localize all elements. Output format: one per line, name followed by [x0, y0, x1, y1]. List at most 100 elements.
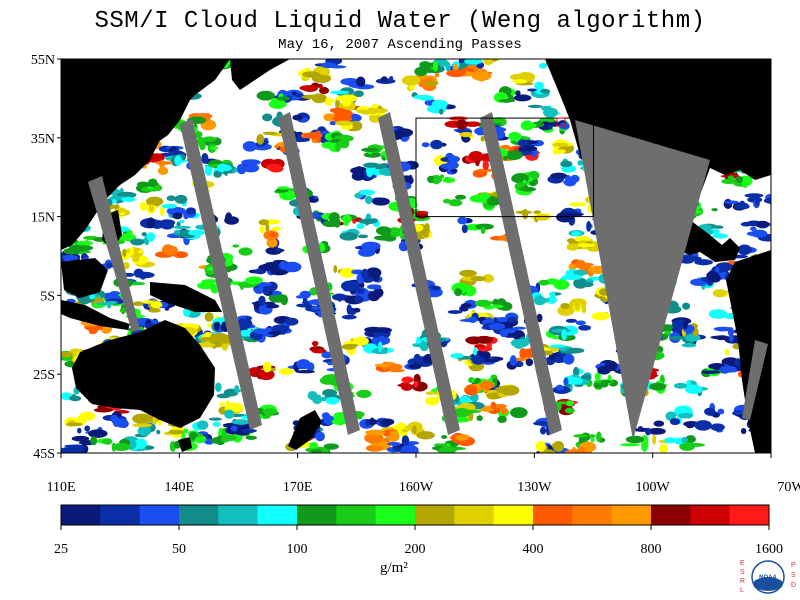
cloud-patch: [133, 301, 144, 307]
cloud-patch: [508, 131, 522, 142]
cloud-patch: [234, 384, 240, 394]
cloud-patch: [669, 418, 681, 426]
cloud-patch: [414, 66, 428, 77]
cloud-patch: [136, 181, 150, 187]
cloud-patch: [197, 282, 215, 290]
cloud-patch: [148, 308, 161, 313]
cloud-patch: [276, 318, 286, 324]
cloud-patch: [111, 442, 116, 452]
cloud-patch: [535, 214, 550, 221]
lat-tick-label: 45S: [33, 447, 55, 462]
land-tasmania: [178, 437, 192, 452]
cloud-patch: [439, 174, 445, 179]
cloud-patch: [265, 223, 270, 232]
cloud-patch: [486, 196, 501, 206]
cloud-patch: [563, 178, 577, 187]
cloud-patch: [302, 71, 321, 78]
cloud-patch: [708, 273, 722, 283]
cloud-patch: [512, 326, 527, 330]
cloud-patch: [308, 288, 318, 296]
cloud-patch: [357, 234, 369, 239]
cloud-patch: [321, 412, 330, 420]
cloud-patch: [474, 335, 494, 344]
cloud-patch: [475, 223, 494, 230]
cloud-patch: [433, 61, 439, 72]
cloud-patch: [161, 203, 177, 209]
cloud-patch: [371, 103, 379, 109]
chart-title: SSM/I Cloud Liquid Water (Weng algorithm…: [94, 8, 706, 35]
cloud-patch: [431, 108, 447, 113]
cloud-patch: [311, 93, 327, 104]
cloud-patch: [296, 359, 311, 370]
cloud-patch: [527, 88, 537, 92]
cloud-patch: [701, 370, 721, 375]
cloud-patch: [329, 90, 350, 95]
cloud-patch: [122, 248, 127, 258]
cloud-patch: [213, 170, 223, 178]
land-sumatra-java: [61, 300, 130, 330]
cloud-patch: [681, 342, 697, 348]
cloud-patch: [115, 418, 129, 428]
cloud-patch: [355, 76, 366, 87]
cloud-patch: [262, 361, 272, 373]
cloud-patch: [268, 330, 285, 335]
cloud-patch: [342, 214, 352, 224]
cloud-patch: [262, 284, 270, 296]
noaa-text: NOAA: [759, 575, 777, 581]
cloud-patch: [724, 348, 729, 356]
lat-tick-label: 55N: [31, 53, 55, 68]
colorbar-swatch: [729, 505, 770, 525]
cloud-patch: [668, 335, 685, 340]
cloud-patch: [775, 428, 784, 435]
cloud-patch: [279, 261, 287, 270]
cloud-patch: [271, 226, 281, 232]
cloud-patch: [340, 280, 360, 292]
lon-tick-label: 130W: [517, 480, 552, 495]
cloud-patch: [256, 90, 275, 101]
cloud-patch: [442, 198, 452, 204]
chart-subtitle: May 16, 2007 Ascending Passes: [278, 37, 522, 53]
swath-gap-4: [378, 112, 460, 435]
lat-tick-label: 15N: [31, 211, 55, 226]
cloud-patch: [361, 241, 381, 251]
cloud-patch: [359, 189, 376, 196]
cloud-patch: [422, 230, 430, 238]
cloud-patch: [52, 306, 57, 315]
cloud-patch: [492, 298, 499, 306]
cloud-patch: [522, 208, 529, 220]
cloud-patch: [230, 425, 238, 432]
cloud-patch: [315, 130, 321, 135]
colorbar-swatch: [690, 505, 730, 525]
cloud-patch: [387, 363, 403, 371]
colorbar-swatch: [572, 505, 612, 525]
cloud-patch: [394, 128, 414, 138]
cloud-patch: [550, 172, 567, 179]
cloud-patch: [174, 229, 181, 235]
cloud-patch: [448, 199, 463, 207]
cloud-patch: [353, 307, 361, 313]
cloud-patch: [332, 114, 353, 123]
cloud-patch: [319, 86, 330, 95]
cloud-patch: [62, 254, 79, 261]
cloud-patch: [214, 321, 220, 331]
colorbar-tick-label: 400: [523, 542, 544, 557]
cloud-patch: [465, 59, 483, 65]
cloud-patch: [427, 175, 435, 184]
cloud-patch: [401, 383, 413, 391]
cloud-patch: [242, 141, 258, 152]
cloud-patch: [460, 303, 472, 308]
cloud-patch: [470, 275, 486, 282]
cloud-patch: [84, 425, 91, 432]
cloud-patch: [711, 208, 718, 212]
cloud-patch: [564, 407, 575, 414]
lon-tick-label: 160W: [399, 480, 434, 495]
cloud-patch: [141, 232, 147, 237]
cloud-patch: [740, 427, 747, 435]
cloud-patch: [168, 429, 185, 435]
cloud-patch: [118, 233, 137, 241]
cloud-patch: [341, 314, 357, 320]
land-borneo: [61, 258, 108, 298]
swath-gap-1: [88, 176, 140, 332]
cloud-patch: [237, 163, 247, 171]
cloud-patch: [457, 216, 468, 225]
